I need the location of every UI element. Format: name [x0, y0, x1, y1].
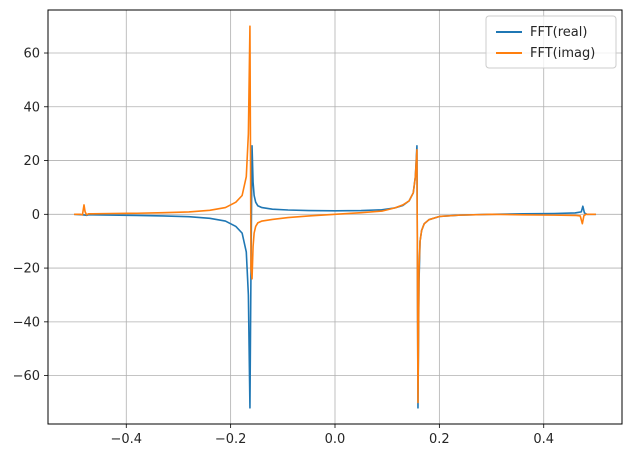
- y-tick-label: 0: [32, 208, 40, 223]
- series-lines: [74, 25, 596, 409]
- x-axis-ticks: −0.4 −0.2 0.0 0.2 0.4: [110, 424, 554, 447]
- x-tick-label: 0.4: [533, 432, 554, 447]
- y-tick-label: −60: [13, 369, 40, 384]
- y-tick-label: 60: [23, 47, 40, 62]
- x-tick-label: −0.4: [110, 432, 142, 447]
- legend-box: [485, 15, 617, 69]
- series-line-imag: [74, 25, 596, 404]
- grid-lines: [48, 10, 622, 424]
- y-axis-ticks: −60 −40 −20 0 20 40 60: [13, 47, 48, 384]
- y-tick-label: −20: [13, 262, 40, 277]
- x-tick-label: 0.0: [325, 432, 346, 447]
- y-tick-label: 20: [23, 154, 40, 169]
- legend-label-real: FFT(real): [530, 25, 587, 40]
- y-tick-label: −40: [13, 315, 40, 330]
- x-tick-label: −0.2: [215, 432, 247, 447]
- y-tick-label: 40: [23, 100, 40, 115]
- legend: FFT(real) FFT(imag): [485, 15, 617, 69]
- legend-label-imag: FFT(imag): [530, 46, 595, 61]
- x-tick-label: 0.2: [429, 432, 450, 447]
